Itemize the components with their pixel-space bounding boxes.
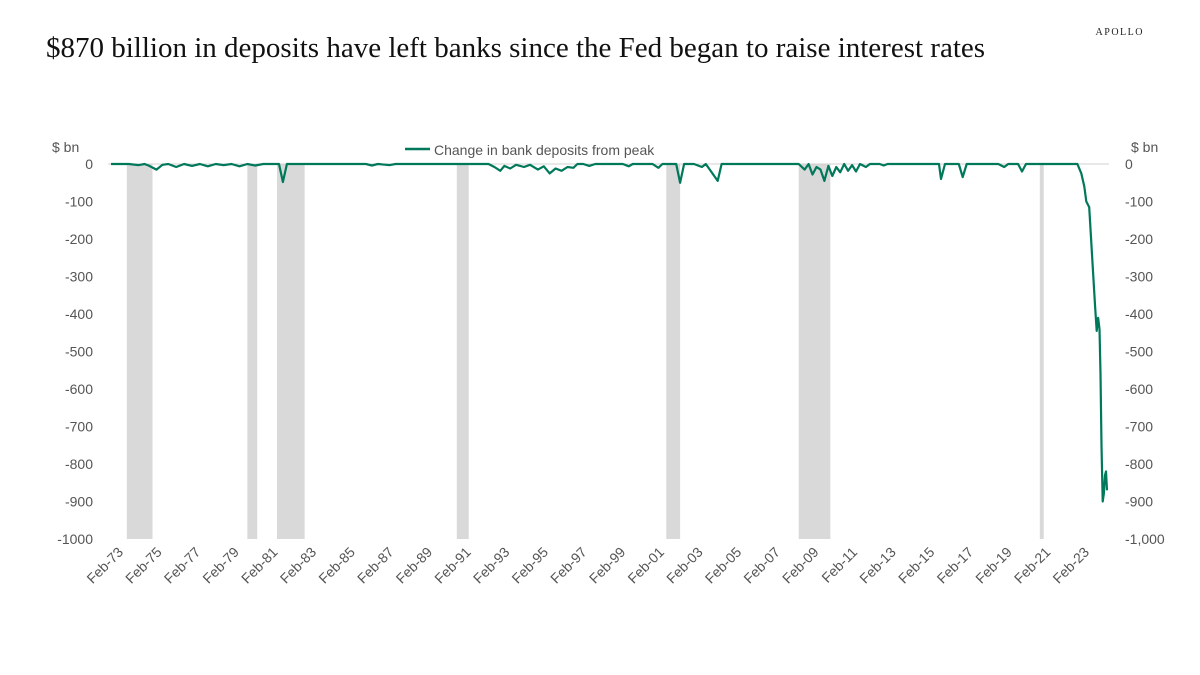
y-tick-label-left: -500	[65, 344, 93, 360]
y-tick-label-left: -1000	[57, 531, 93, 547]
x-tick-label: Feb-93	[470, 544, 513, 587]
x-tick-label: Feb-03	[663, 544, 706, 587]
y-tick-label-right: -200	[1125, 231, 1153, 247]
left-axis-unit-label: $ bn	[52, 139, 79, 155]
y-tick-label-right: -100	[1125, 194, 1153, 210]
x-tick-label: Feb-01	[624, 544, 667, 587]
legend: Change in bank deposits from peak	[405, 142, 655, 158]
x-tick-label: Feb-91	[431, 544, 474, 587]
legend-label: Change in bank deposits from peak	[434, 142, 655, 158]
recession-shading-group	[126, 164, 1044, 539]
x-tick-label: Feb-17	[934, 544, 977, 587]
y-tick-label-left: -700	[65, 419, 93, 435]
x-tick-label: Feb-97	[547, 544, 590, 587]
y-tick-label-left: -800	[65, 456, 93, 472]
x-tick-label: Feb-85	[315, 544, 358, 587]
y-tick-label-right: -700	[1125, 419, 1153, 435]
x-tick-label: Feb-99	[586, 544, 629, 587]
recession-band	[277, 164, 305, 539]
x-tick-label: Feb-23	[1049, 544, 1092, 587]
x-tick-label: Feb-95	[508, 544, 551, 587]
x-tick-label: Feb-81	[238, 544, 281, 587]
x-tick-label: Feb-19	[972, 544, 1015, 587]
y-tick-label-right: -300	[1125, 269, 1153, 285]
y-tick-label-left: -300	[65, 269, 93, 285]
recession-band	[456, 164, 469, 539]
recession-band	[1039, 164, 1044, 539]
series-line-deposits	[111, 162, 1109, 503]
y-tick-label-right: -400	[1125, 306, 1153, 322]
y-tick-label-left: -200	[65, 231, 93, 247]
y-tick-label-left: 0	[85, 156, 93, 172]
recession-band	[126, 164, 153, 539]
x-tick-label: Feb-21	[1011, 544, 1054, 587]
x-tick-label: Feb-75	[122, 544, 165, 587]
x-tick-label: Feb-87	[354, 544, 397, 587]
y-tick-label-right: -800	[1125, 456, 1153, 472]
x-tick-label: Feb-77	[161, 544, 204, 587]
y-tick-label-left: -400	[65, 306, 93, 322]
x-tick-label: Feb-79	[199, 544, 242, 587]
x-tick-label: Feb-07	[740, 544, 783, 587]
x-tick-label: Feb-73	[83, 544, 126, 587]
y-tick-label-right: -600	[1125, 381, 1153, 397]
right-axis-unit-label: $ bn	[1131, 139, 1158, 155]
y-tick-label-left: -100	[65, 194, 93, 210]
brand-logo: APOLLO	[1095, 27, 1144, 38]
y-tick-label-right: -1,000	[1125, 531, 1165, 547]
x-tick-label: Feb-13	[856, 544, 899, 587]
y-tick-label-right: -900	[1125, 494, 1153, 510]
recession-band	[247, 164, 258, 539]
recession-band	[666, 164, 681, 539]
x-tick-label: Feb-11	[818, 544, 860, 586]
x-tick-label: Feb-83	[277, 544, 320, 587]
x-tick-label: Feb-89	[393, 544, 436, 587]
y-tick-label-right: 0	[1125, 156, 1133, 172]
x-tick-label: Feb-09	[779, 544, 822, 587]
y-tick-label-left: -900	[65, 494, 93, 510]
chart-title: $870 billion in deposits have left banks…	[46, 32, 986, 64]
y-tick-label-left: -600	[65, 381, 93, 397]
y-tick-label-right: -500	[1125, 344, 1153, 360]
recession-band	[798, 164, 831, 539]
x-tick-label: Feb-15	[895, 544, 938, 587]
x-tick-label: Feb-05	[702, 544, 745, 587]
